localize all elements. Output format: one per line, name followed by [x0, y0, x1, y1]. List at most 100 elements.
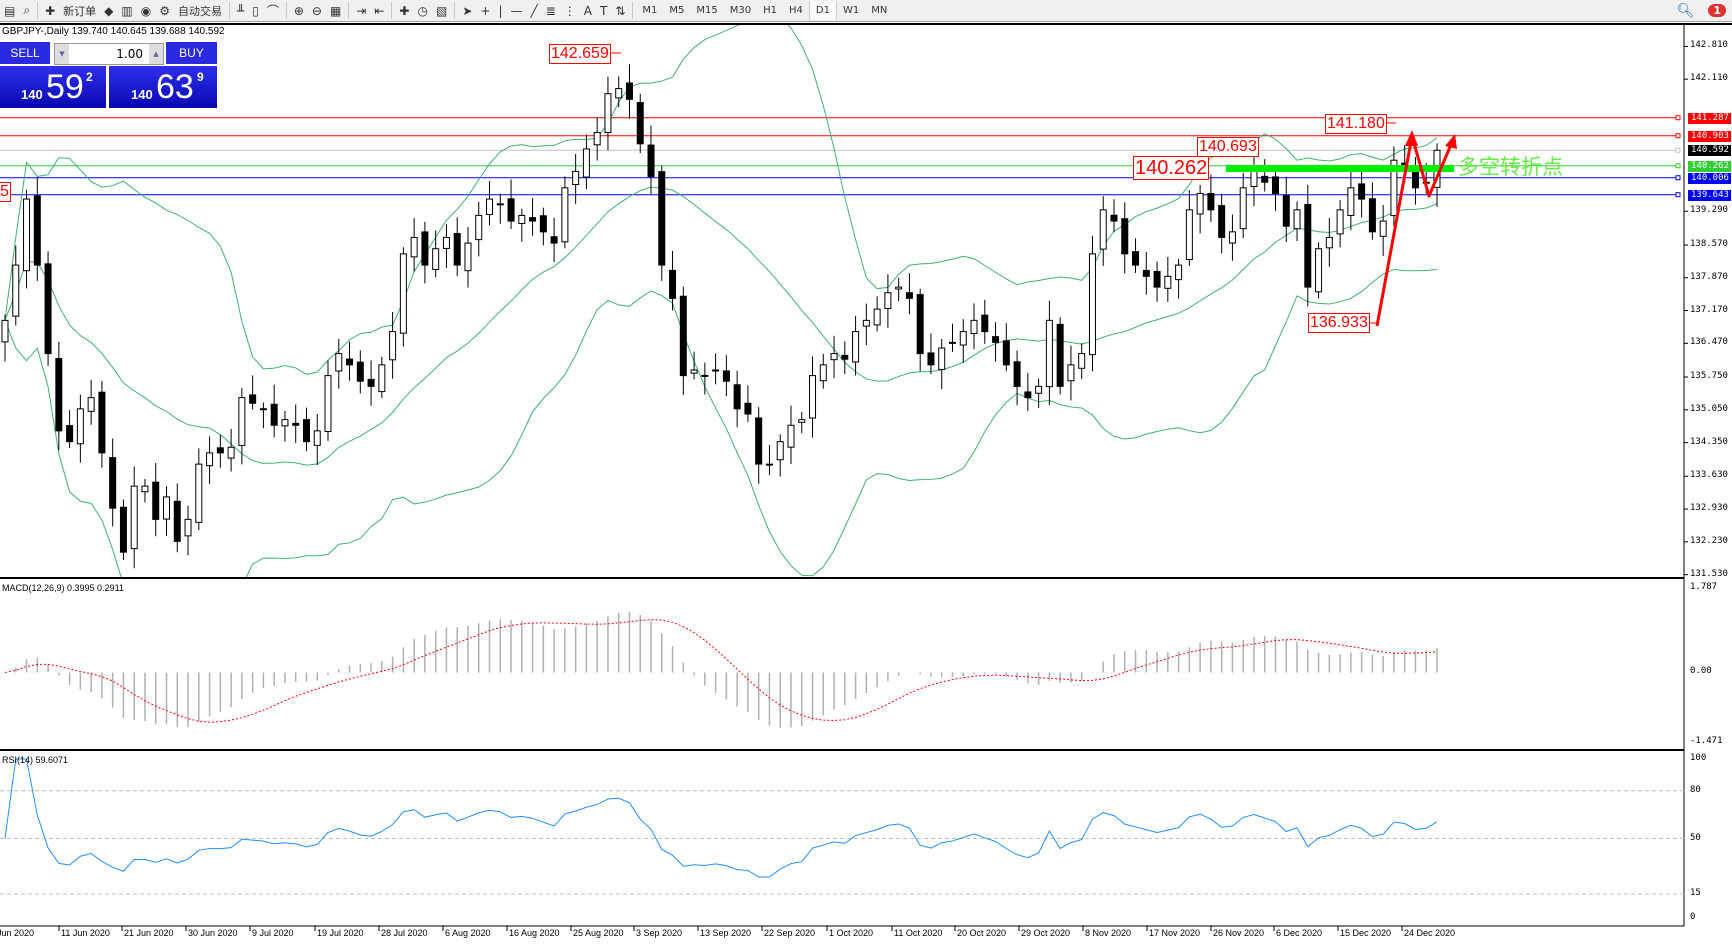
timeframe-d1[interactable]: D1	[808, 1, 837, 20]
candle-body	[238, 397, 246, 446]
periods-icon[interactable]: ◷	[417, 3, 428, 18]
timeframe-h1[interactable]: H1	[763, 5, 778, 16]
timeframe-w1[interactable]: W1	[842, 5, 860, 16]
line-handle	[1675, 192, 1681, 198]
candle-body	[1035, 385, 1043, 394]
candle-body	[1099, 209, 1107, 250]
toolbar-separator	[348, 2, 350, 19]
line-chart-icon[interactable]: ⌒	[266, 4, 279, 18]
zoom-in-icon[interactable]: ⊕	[293, 3, 304, 18]
new-order-button[interactable]: 新订单	[63, 4, 97, 18]
time-axis-label: 9 Jul 2020	[252, 928, 294, 938]
candle-body	[1, 319, 9, 343]
time-axis-label: 1 Oct 2020	[829, 928, 874, 938]
candle-body	[152, 481, 160, 520]
bar-chart-icon[interactable]: ╨	[236, 3, 245, 18]
time-axis-label: 20 Oct 2020	[957, 928, 1007, 938]
line-handle	[1675, 175, 1681, 181]
buy-price[interactable]: 140 63 9	[109, 66, 217, 108]
timeframe-h4[interactable]: H4	[789, 5, 803, 16]
timeframe-m30[interactable]: M30	[729, 5, 752, 16]
fibo-fan-icon[interactable]: ⋮	[563, 3, 576, 18]
crosshair-icon[interactable]: +	[480, 3, 491, 18]
autotrade-button[interactable]: 自动交易	[177, 4, 222, 18]
candle-body	[1121, 218, 1129, 255]
candlestick-icon[interactable]: ▯	[252, 3, 259, 18]
zoom-out-icon[interactable]: ⊖	[311, 3, 322, 18]
candle-body	[669, 269, 677, 299]
fibonacci-icon[interactable]: ≣	[545, 3, 556, 18]
search-icon[interactable]: 🔍︎	[1676, 2, 1695, 19]
time-axis-label: 17 Nov 2020	[1149, 928, 1201, 938]
candle-body	[302, 419, 310, 443]
candle-body	[1024, 391, 1032, 399]
candle-body	[464, 242, 472, 272]
candle-body	[1282, 195, 1290, 227]
vertical-line-icon[interactable]: |	[498, 3, 503, 18]
candle-body	[862, 319, 870, 327]
lot-increase-button[interactable]: ▲	[149, 44, 163, 64]
timeframe-mn[interactable]: MN	[871, 5, 888, 16]
chart-window[interactable]	[0, 23, 1732, 947]
lot-input[interactable]: 1.00	[116, 47, 143, 61]
notifications-icon[interactable]: 1	[1708, 4, 1726, 17]
lot-decrease-button[interactable]: ▼	[55, 44, 69, 64]
navigator-icon[interactable]: ◆	[104, 3, 114, 18]
cursor-icon[interactable]: ➤	[462, 3, 473, 18]
edge-price-label[interactable]: 5	[0, 182, 11, 202]
candle-body	[507, 198, 515, 222]
turning-point-label[interactable]: 多空转折点	[1458, 155, 1563, 179]
text-label-icon[interactable]: T	[600, 3, 608, 18]
top-price-label[interactable]: 141.180	[1325, 114, 1387, 134]
tile-icon[interactable]: ▦	[329, 3, 342, 18]
new-chart-icon[interactable]: ▤	[4, 3, 16, 18]
buy-button[interactable]: BUY	[166, 42, 217, 64]
bollinger-upper	[4, 25, 1438, 375]
autoscroll-icon[interactable]: ⇥	[356, 3, 367, 18]
templates-icon[interactable]: ▧	[435, 3, 448, 18]
market-watch-icon[interactable]: ▥	[121, 3, 133, 18]
pivot-price-label[interactable]: 140.262	[1133, 156, 1210, 180]
candle-body	[130, 485, 138, 550]
new-order-icon[interactable]: ✚	[45, 3, 56, 18]
candle-body	[346, 358, 354, 366]
indicators-icon[interactable]: ✚	[399, 3, 410, 18]
timeframe-m5[interactable]: M5	[669, 5, 685, 16]
timeframe-m15[interactable]: M15	[696, 5, 718, 16]
chart-shift-icon[interactable]: ⇤	[374, 3, 385, 18]
time-axis-label: 8 Nov 2020	[1085, 928, 1132, 938]
candle-body	[593, 132, 601, 146]
candle-body	[970, 319, 978, 334]
trendline-icon[interactable]: ╱	[530, 3, 538, 18]
candle-body	[916, 294, 924, 355]
price-axis-label: 136.470	[1690, 337, 1728, 348]
time-axis-label: 11 Oct 2020	[894, 928, 943, 938]
autotrade-icon[interactable]: ⚙	[159, 3, 170, 18]
low-price-label[interactable]: 136.933	[1308, 313, 1370, 333]
candle-body	[690, 369, 698, 374]
candle-body	[1228, 231, 1236, 244]
text-icon[interactable]: A	[583, 3, 592, 18]
recent-high-label[interactable]: 140.693	[1197, 137, 1259, 157]
lot-size-stepper[interactable]: ▼ 1.00 ▲	[54, 43, 164, 65]
arrow-head-icon	[1405, 130, 1418, 146]
candle-body	[1110, 214, 1118, 222]
candle-body	[959, 331, 967, 346]
time-axis-label: 16 Aug 2020	[509, 928, 560, 938]
sell-price[interactable]: 140 59 2	[0, 66, 106, 108]
horizontal-line-icon[interactable]: —	[510, 3, 523, 18]
arrows-icon[interactable]: ⇅	[615, 3, 626, 18]
signals-icon[interactable]: ◉	[140, 3, 152, 18]
candle-body	[1347, 187, 1355, 216]
macd-label: MACD(12,26,9) 0.3995 0.2911	[2, 583, 124, 593]
bollinger-bands	[4, 25, 1438, 577]
candle-body	[389, 331, 397, 361]
sell-button[interactable]: SELL	[0, 42, 50, 64]
macd-axis-label: -1.471	[1690, 736, 1723, 746]
high-price-label[interactable]: 142.659	[549, 44, 611, 64]
profiles-icon[interactable]: ⌕	[23, 3, 31, 17]
rsi-axis-label: 100	[1690, 753, 1707, 763]
timeframe-m1[interactable]: M1	[642, 5, 658, 16]
time-axis-label: 21 Jun 2020	[124, 928, 174, 938]
